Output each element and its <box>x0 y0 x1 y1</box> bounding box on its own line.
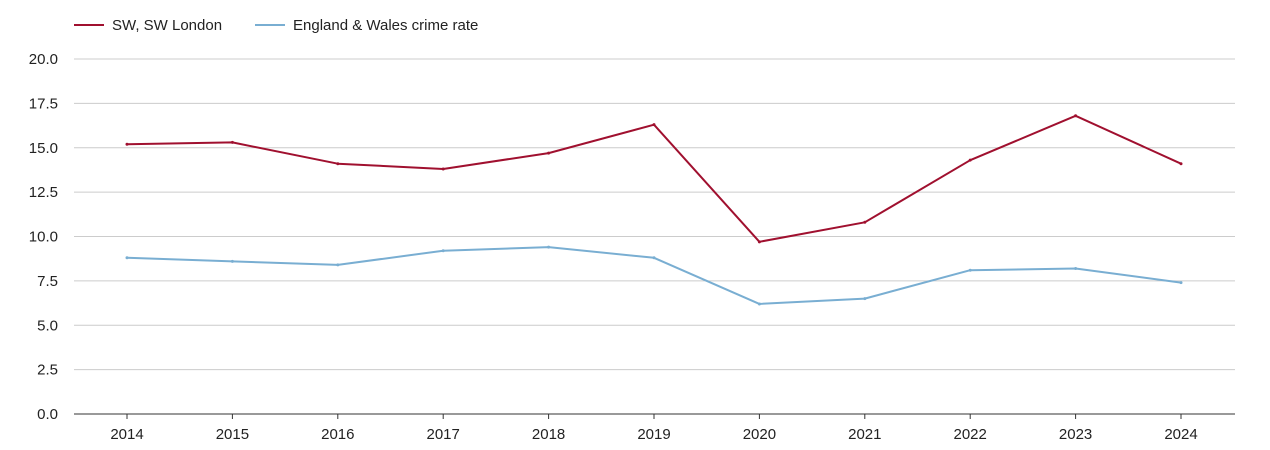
x-tick-label: 2024 <box>1164 426 1197 443</box>
data-point-series-0-2014 <box>125 142 129 146</box>
data-point-series-1-2017 <box>441 249 445 253</box>
legend-label-sw-london: SW, SW London <box>112 17 222 34</box>
data-point-series-1-2015 <box>230 259 234 263</box>
data-point-series-0-2016 <box>336 162 340 166</box>
x-tick-label: 2022 <box>954 426 987 443</box>
y-tick-label: 2.5 <box>37 362 58 379</box>
legend: SW, SW London England & Wales crime rate <box>74 17 478 34</box>
data-point-series-1-2021 <box>863 297 867 301</box>
x-tick-label: 2020 <box>743 426 776 443</box>
data-point-series-0-2021 <box>863 220 867 224</box>
data-point-series-0-2017 <box>441 167 445 171</box>
x-tick-label: 2014 <box>110 426 143 443</box>
data-point-series-1-2023 <box>1074 266 1078 270</box>
data-point-series-0-2024 <box>1179 162 1183 166</box>
y-tick-label: 10.0 <box>29 229 58 246</box>
series-line-1 <box>126 246 1182 305</box>
data-point-series-0-2019 <box>652 123 656 127</box>
data-point-series-0-2023 <box>1074 114 1078 118</box>
data-point-series-1-2014 <box>125 256 129 260</box>
y-tick-label: 5.0 <box>37 317 58 334</box>
x-tick-label: 2016 <box>321 426 354 443</box>
x-tick-label: 2018 <box>532 426 565 443</box>
y-tick-label: 15.0 <box>29 140 58 157</box>
legend-label-england-wales: England & Wales crime rate <box>293 17 478 34</box>
data-point-series-0-2022 <box>968 158 972 162</box>
data-point-series-1-2019 <box>652 256 656 260</box>
series-lines <box>125 114 1183 306</box>
data-point-series-1-2018 <box>547 245 551 249</box>
x-tick-label: 2021 <box>848 426 881 443</box>
gridlines <box>74 58 1235 415</box>
data-point-series-0-2020 <box>757 240 761 244</box>
data-point-series-1-2024 <box>1179 281 1183 285</box>
data-point-series-0-2018 <box>547 151 551 155</box>
x-axis-tick-labels: 2014 2015 2016 2017 2018 2019 2020 2021 2022 2023… <box>110 414 1198 443</box>
data-point-series-1-2022 <box>968 268 972 272</box>
y-tick-label: 20.0 <box>29 51 58 68</box>
y-tick-label: 17.5 <box>29 95 58 112</box>
y-tick-label: 12.5 <box>29 184 58 201</box>
data-point-series-1-2016 <box>336 263 340 267</box>
y-tick-label: 7.5 <box>37 273 58 290</box>
y-tick-label: 0.0 <box>37 406 58 423</box>
series-line-0 <box>126 114 1182 243</box>
x-tick-label: 2019 <box>637 426 670 443</box>
y-axis-tick-labels: 0.0 2.5 5.0 7.5 10.0 12.5 15.0 17.5 20.0 <box>29 51 58 423</box>
x-tick-label: 2017 <box>427 426 460 443</box>
x-tick-label: 2023 <box>1059 426 1092 443</box>
x-tick-label: 2015 <box>216 426 249 443</box>
data-point-series-0-2015 <box>230 140 234 144</box>
data-point-series-1-2020 <box>757 302 761 306</box>
